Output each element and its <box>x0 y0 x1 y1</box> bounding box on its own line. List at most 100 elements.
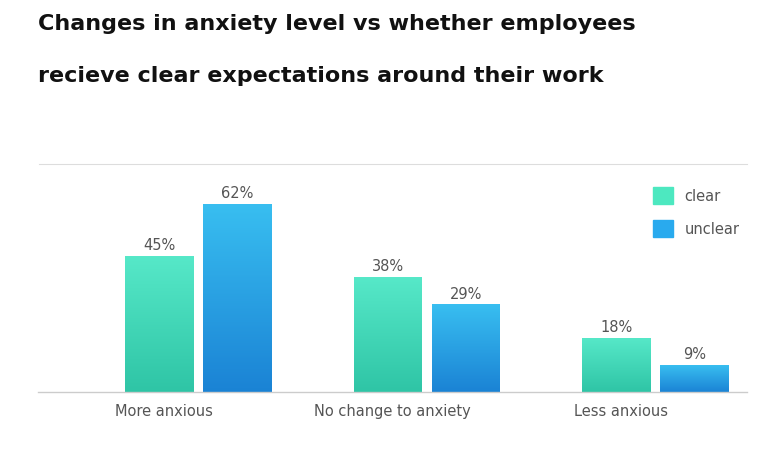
Bar <box>203 388 272 389</box>
Bar <box>354 389 423 390</box>
Bar <box>203 301 272 302</box>
Bar <box>203 216 272 217</box>
Bar <box>203 274 272 275</box>
Bar <box>126 349 194 350</box>
Bar <box>354 303 423 304</box>
Bar <box>203 226 272 227</box>
Bar <box>203 232 272 233</box>
Bar <box>354 381 423 382</box>
Bar <box>203 324 272 325</box>
Bar <box>354 328 423 329</box>
Bar <box>203 315 272 316</box>
Bar <box>126 374 194 375</box>
Bar <box>203 239 272 240</box>
Bar <box>203 385 272 386</box>
Bar <box>203 267 272 268</box>
Text: 18%: 18% <box>601 319 633 334</box>
Bar <box>203 387 272 388</box>
Bar <box>203 348 272 349</box>
Bar <box>354 387 423 388</box>
Bar <box>203 311 272 312</box>
Bar <box>354 300 423 301</box>
Bar <box>203 303 272 304</box>
Bar <box>203 384 272 385</box>
Bar <box>203 310 272 311</box>
Bar <box>354 332 423 333</box>
Bar <box>354 382 423 383</box>
Bar <box>203 279 272 280</box>
Bar <box>354 285 423 286</box>
Bar <box>203 213 272 214</box>
Bar <box>126 373 194 374</box>
Bar <box>203 359 272 360</box>
Bar <box>126 296 194 297</box>
Bar <box>203 285 272 286</box>
Bar <box>354 312 423 313</box>
Bar <box>126 256 194 257</box>
Bar <box>126 258 194 259</box>
Bar <box>126 372 194 373</box>
Bar <box>354 289 423 290</box>
Bar <box>354 354 423 355</box>
Bar <box>203 247 272 248</box>
Bar <box>354 288 423 289</box>
Text: 62%: 62% <box>221 186 253 201</box>
Bar <box>203 243 272 244</box>
Bar <box>354 336 423 337</box>
Bar <box>203 389 272 390</box>
Bar <box>203 256 272 257</box>
Bar <box>126 307 194 308</box>
Bar <box>203 277 272 278</box>
Bar <box>126 277 194 278</box>
Bar <box>354 321 423 322</box>
Bar <box>203 286 272 287</box>
Bar <box>126 310 194 311</box>
Bar <box>203 292 272 293</box>
Bar <box>126 302 194 303</box>
Bar <box>203 217 272 218</box>
Bar <box>126 383 194 384</box>
Bar <box>354 377 423 378</box>
Bar <box>126 299 194 300</box>
Bar <box>126 266 194 267</box>
Bar <box>126 342 194 343</box>
Bar <box>354 299 423 300</box>
Bar <box>203 296 272 297</box>
Bar <box>126 271 194 272</box>
Bar <box>203 341 272 342</box>
Bar <box>203 231 272 232</box>
Bar <box>354 339 423 340</box>
Bar <box>203 344 272 345</box>
Bar <box>203 223 272 224</box>
Bar <box>354 352 423 353</box>
Bar <box>354 373 423 374</box>
Bar <box>126 328 194 329</box>
Bar <box>354 346 423 347</box>
Bar <box>126 297 194 298</box>
Bar <box>126 365 194 366</box>
Bar <box>126 346 194 347</box>
Bar <box>126 357 194 358</box>
Bar <box>354 375 423 376</box>
Bar <box>203 238 272 239</box>
Bar <box>126 335 194 336</box>
Bar <box>203 364 272 365</box>
Bar <box>354 281 423 282</box>
Bar <box>354 356 423 357</box>
Bar <box>126 263 194 264</box>
Bar <box>126 350 194 351</box>
Bar <box>203 355 272 356</box>
Bar <box>126 326 194 327</box>
Bar <box>203 273 272 274</box>
Bar <box>126 267 194 268</box>
Bar <box>126 344 194 345</box>
Bar <box>354 314 423 315</box>
Bar <box>203 309 272 310</box>
Text: 29%: 29% <box>450 286 482 301</box>
Text: recieve clear expectations around their work: recieve clear expectations around their … <box>38 65 604 85</box>
Bar <box>126 347 194 348</box>
Bar <box>203 372 272 373</box>
Bar <box>126 345 194 346</box>
Bar <box>354 347 423 348</box>
Bar <box>126 293 194 294</box>
